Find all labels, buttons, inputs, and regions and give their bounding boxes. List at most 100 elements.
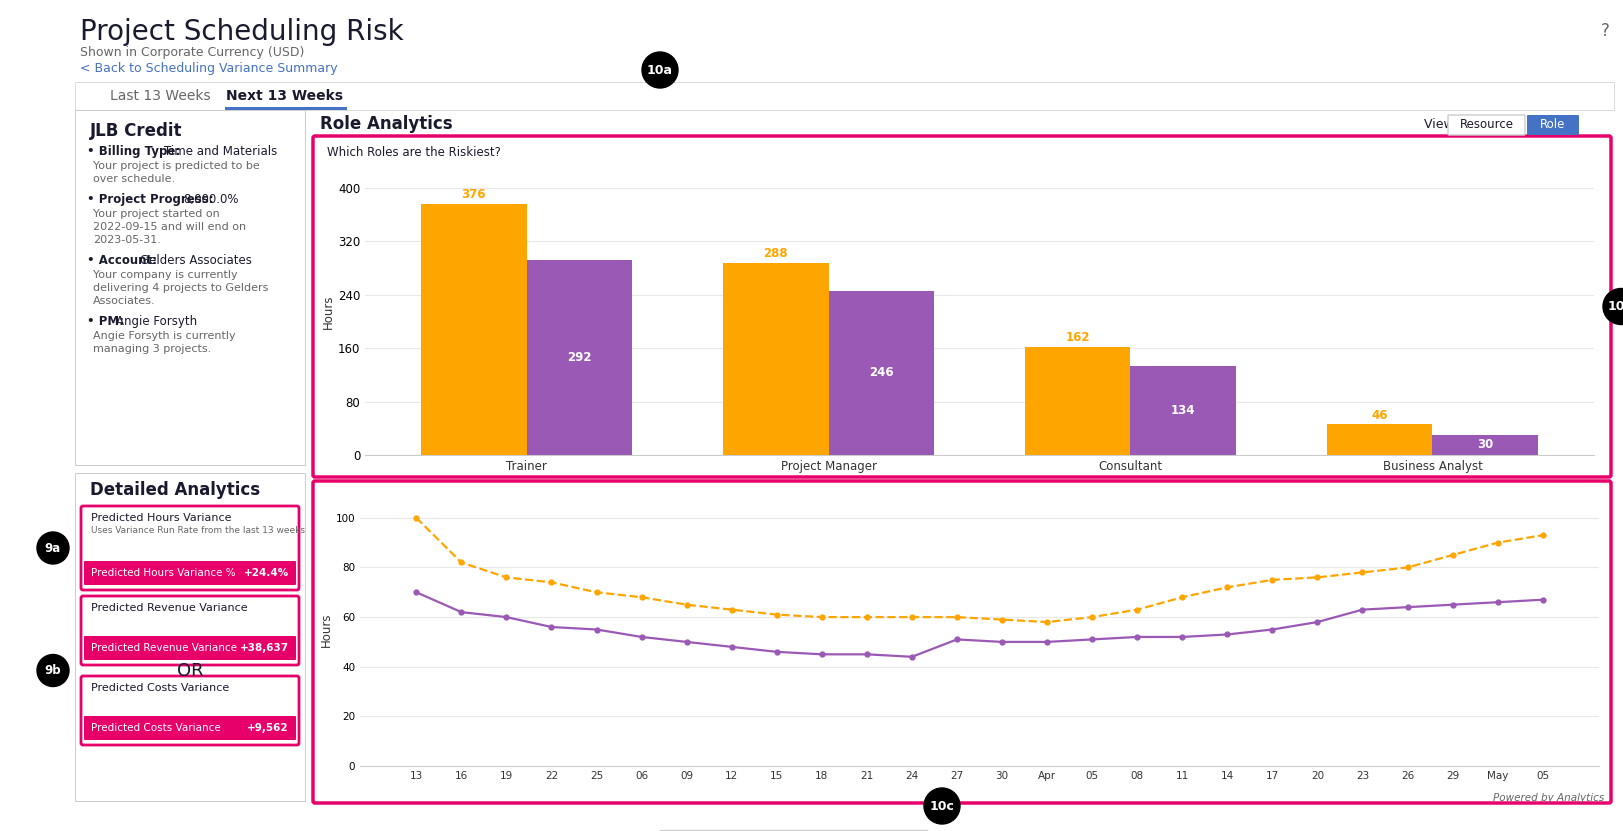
Text: Time and Materials: Time and Materials bbox=[164, 145, 278, 158]
Scheduled Hours bbox=[451, 607, 471, 617]
Bar bbox=[226, 107, 347, 110]
Text: Associates.: Associates. bbox=[93, 296, 156, 306]
Text: managing 3 projects.: managing 3 projects. bbox=[93, 344, 211, 354]
Predicted Hours bbox=[677, 600, 696, 610]
Text: • PM:: • PM: bbox=[88, 315, 128, 328]
Text: Angie Forsyth: Angie Forsyth bbox=[115, 315, 196, 328]
Text: +9,562: +9,562 bbox=[247, 723, 289, 733]
Scheduled Hours bbox=[497, 612, 516, 622]
Text: Gelders Associates: Gelders Associates bbox=[140, 254, 252, 267]
Text: 9b: 9b bbox=[45, 664, 62, 677]
Scheduled Hours bbox=[586, 625, 605, 635]
Text: 2022-09-15 and will end on: 2022-09-15 and will end on bbox=[93, 222, 247, 232]
Predicted Hours bbox=[1397, 563, 1417, 573]
Predicted Hours bbox=[1441, 550, 1461, 560]
FancyBboxPatch shape bbox=[313, 481, 1610, 803]
FancyBboxPatch shape bbox=[84, 716, 295, 740]
Predicted Hours bbox=[631, 593, 651, 602]
Predicted Hours bbox=[1126, 605, 1146, 615]
Text: Angie Forsyth is currently: Angie Forsyth is currently bbox=[93, 331, 235, 341]
Text: 46: 46 bbox=[1370, 409, 1388, 421]
Circle shape bbox=[641, 52, 677, 88]
Scheduled Hours bbox=[1261, 625, 1281, 635]
Scheduled Hours bbox=[857, 649, 876, 659]
Text: Detailed Analytics: Detailed Analytics bbox=[89, 481, 260, 499]
Legend: Predicted Hours, Scheduled Hours: Predicted Hours, Scheduled Hours bbox=[659, 830, 928, 831]
Text: 162: 162 bbox=[1065, 332, 1089, 344]
Text: JLB Credit: JLB Credit bbox=[89, 122, 182, 140]
Text: Project Scheduling Risk: Project Scheduling Risk bbox=[80, 18, 404, 46]
Text: Last 13 Weeks: Last 13 Weeks bbox=[110, 89, 211, 103]
Circle shape bbox=[37, 655, 68, 686]
Text: delivering 4 projects to Gelders: delivering 4 projects to Gelders bbox=[93, 283, 268, 293]
Text: Next 13 Weeks: Next 13 Weeks bbox=[226, 89, 344, 103]
Y-axis label: Hours: Hours bbox=[321, 294, 334, 329]
Predicted Hours bbox=[1081, 612, 1100, 622]
Bar bbox=[75, 473, 305, 801]
Scheduled Hours bbox=[1397, 602, 1417, 612]
Text: +24.4%: +24.4% bbox=[243, 568, 289, 578]
Scheduled Hours bbox=[1081, 634, 1100, 644]
Text: over schedule.: over schedule. bbox=[93, 174, 175, 184]
Text: 8,000.0%: 8,000.0% bbox=[183, 193, 239, 206]
Circle shape bbox=[1602, 288, 1623, 324]
FancyBboxPatch shape bbox=[81, 506, 299, 590]
Predicted Hours bbox=[992, 615, 1011, 625]
Line: Predicted Hours: Predicted Hours bbox=[414, 515, 1543, 624]
Y-axis label: Hours: Hours bbox=[320, 612, 333, 647]
Predicted Hours bbox=[902, 612, 922, 622]
Text: +38,637: +38,637 bbox=[240, 643, 289, 653]
Scheduled Hours bbox=[946, 634, 966, 644]
Text: 292: 292 bbox=[566, 351, 591, 364]
Scheduled Hours bbox=[631, 632, 651, 642]
Scheduled Hours bbox=[1441, 600, 1461, 610]
Predicted Hours bbox=[406, 513, 425, 523]
Scheduled Hours bbox=[812, 649, 831, 659]
Predicted Hours bbox=[1532, 530, 1552, 540]
Text: 288: 288 bbox=[763, 247, 787, 260]
Text: Predicted Hours Variance %: Predicted Hours Variance % bbox=[91, 568, 235, 578]
Text: Uses Variance Run Rate from the last 13 weeks: Uses Variance Run Rate from the last 13 … bbox=[91, 526, 305, 535]
Text: ?: ? bbox=[1600, 22, 1608, 40]
Scheduled Hours bbox=[1037, 637, 1057, 647]
Text: < Back to Scheduling Variance Summary: < Back to Scheduling Variance Summary bbox=[80, 62, 338, 75]
Text: Predicted Costs Variance: Predicted Costs Variance bbox=[91, 723, 221, 733]
Scheduled Hours bbox=[1217, 629, 1237, 639]
Scheduled Hours bbox=[1172, 632, 1191, 642]
Predicted Hours bbox=[946, 612, 966, 622]
Text: 9a: 9a bbox=[45, 542, 62, 554]
Predicted Hours bbox=[451, 558, 471, 568]
Text: 2023-05-31.: 2023-05-31. bbox=[93, 235, 161, 245]
Predicted Hours bbox=[586, 588, 605, 597]
Scheduled Hours bbox=[406, 588, 425, 597]
Bar bbox=[1431, 435, 1537, 455]
Predicted Hours bbox=[1037, 617, 1057, 627]
Text: Predicted Revenue Variance: Predicted Revenue Variance bbox=[91, 643, 237, 653]
Text: 246: 246 bbox=[868, 366, 893, 380]
Text: 10b: 10b bbox=[1607, 300, 1623, 313]
Text: Role: Role bbox=[1539, 119, 1565, 131]
Text: 30: 30 bbox=[1477, 439, 1493, 451]
Scheduled Hours bbox=[1352, 605, 1371, 615]
Text: • Billing Type:: • Billing Type: bbox=[88, 145, 185, 158]
Text: • Project Progress:: • Project Progress: bbox=[88, 193, 217, 206]
FancyBboxPatch shape bbox=[81, 676, 299, 745]
Predicted Hours bbox=[542, 578, 562, 588]
Text: Role Analytics: Role Analytics bbox=[320, 115, 453, 133]
Scheduled Hours bbox=[542, 622, 562, 632]
Text: • Account:: • Account: bbox=[88, 254, 161, 267]
Text: Powered by Analytics: Powered by Analytics bbox=[1492, 793, 1604, 803]
Text: Your company is currently: Your company is currently bbox=[93, 270, 237, 280]
Scheduled Hours bbox=[1126, 632, 1146, 642]
Text: Resource: Resource bbox=[1459, 119, 1513, 131]
Text: View by: View by bbox=[1423, 118, 1472, 131]
Scheduled Hours bbox=[1487, 597, 1506, 607]
FancyBboxPatch shape bbox=[84, 561, 295, 585]
FancyBboxPatch shape bbox=[1448, 115, 1524, 135]
Predicted Hours bbox=[1352, 568, 1371, 578]
Predicted Hours bbox=[1307, 573, 1326, 583]
Text: 134: 134 bbox=[1170, 404, 1195, 417]
Scheduled Hours bbox=[677, 637, 696, 647]
Text: Predicted Revenue Variance: Predicted Revenue Variance bbox=[91, 603, 247, 613]
Predicted Hours bbox=[1172, 593, 1191, 602]
